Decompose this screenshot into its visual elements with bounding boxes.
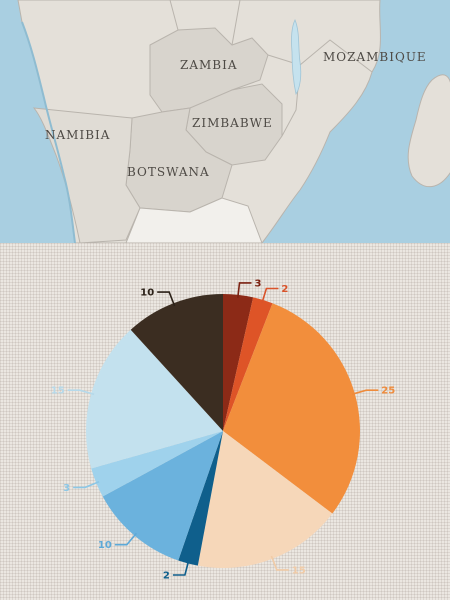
madagascar — [407, 74, 450, 187]
label-namibia: NAMIBIA — [45, 128, 111, 142]
pie-label-1: 2 — [281, 284, 288, 295]
pie-label-5: 10 — [98, 540, 112, 551]
pie-label-6: 3 — [63, 483, 70, 494]
southern-africa-map — [17, 0, 450, 243]
pie-leader-line-2 — [351, 389, 379, 396]
pie-leader-line-4 — [172, 560, 190, 576]
lake-malawi — [291, 19, 302, 96]
label-mozambique: MOZAMBIQUE — [323, 50, 427, 64]
pie-label-2: 25 — [381, 386, 395, 397]
pie-label-8: 10 — [140, 288, 154, 299]
pie-slice-3 — [197, 431, 333, 569]
pie-leader-line-0 — [237, 282, 252, 298]
chart-panel: 3 2 25 15 2 10 3 15 10 — [0, 243, 450, 600]
pie-label-7: 15 — [51, 386, 65, 397]
pie-slice-1 — [223, 297, 273, 431]
pie-leader-line-6 — [73, 480, 100, 489]
pie-slice-2 — [223, 303, 361, 514]
pie-slice-6 — [91, 431, 223, 497]
pie-leader-line-1 — [261, 287, 279, 304]
coastline-shadow — [21, 21, 76, 243]
pie-label-0: 3 — [255, 278, 262, 289]
pie-slice-8 — [130, 294, 223, 431]
pie-slice-5 — [102, 431, 223, 561]
label-zimbabwe: ZIMBABWE — [192, 116, 273, 130]
pie-leader-line-7 — [67, 389, 95, 396]
pie-leader-line-8 — [157, 291, 176, 307]
pie-slices — [86, 294, 361, 569]
label-botswana: BOTSWANA — [127, 165, 210, 179]
pie-leader-line-3 — [270, 555, 289, 571]
pie-slice-0 — [223, 294, 254, 431]
label-zambia: ZAMBIA — [180, 58, 238, 72]
map-panel: ZAMBIA MOZAMBIQUE NAMIBIA ZIMBABWE BOTSW… — [0, 0, 450, 243]
pie-slice-7 — [86, 329, 223, 469]
pie-leader-line-5 — [114, 532, 138, 546]
south-africa-shape — [125, 197, 263, 243]
pie-labels: 3 2 25 15 2 10 3 15 10 — [51, 278, 395, 581]
pie-slice-4 — [178, 431, 223, 566]
pie-chart: 3 2 25 15 2 10 3 15 10 — [51, 278, 395, 581]
pie-label-4: 2 — [163, 571, 170, 582]
pie-label-3: 15 — [292, 565, 306, 576]
